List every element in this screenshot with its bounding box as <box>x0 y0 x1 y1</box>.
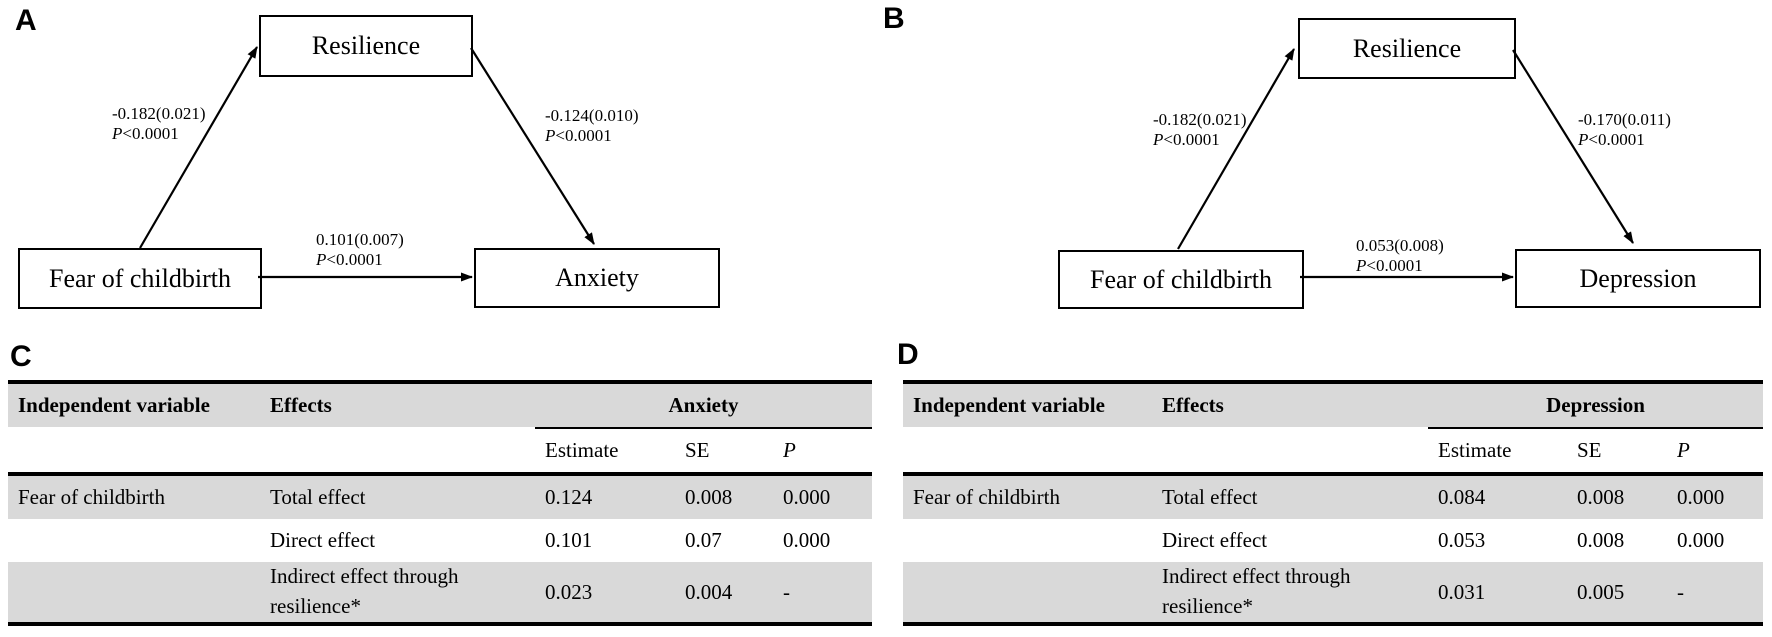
panel-label-c: C <box>10 340 32 373</box>
mediator-label-a: Resilience <box>311 31 421 60</box>
p-text: P<0.0001 <box>1578 130 1645 149</box>
estimate-cell: 0.023 <box>545 579 593 604</box>
p-cell: 0.000 <box>783 485 831 509</box>
iv-cell <box>8 519 270 562</box>
p-cell: 0.000 <box>1677 528 1725 552</box>
path-label-b-predictor-mediator: -0.182(0.021) P<0.0001 <box>1153 110 1246 150</box>
predictor-box-a: Fear of childbirth <box>18 248 262 309</box>
effect-cell: Indirect effect through resilience* <box>1162 564 1351 618</box>
predictor-label-a: Fear of childbirth <box>49 263 231 293</box>
table-row: Indirect effect through resilience* 0.03… <box>903 562 1763 622</box>
p-text: P<0.0001 <box>316 250 383 269</box>
p-cell: 0.000 <box>783 528 831 552</box>
table-row: Fear of childbirth Total effect 0.084 0.… <box>903 476 1763 519</box>
outcome-box-a: Anxiety <box>474 248 720 308</box>
p-text: P<0.0001 <box>1153 130 1220 149</box>
table-c-subheader-row: Estimate SE P <box>8 427 872 472</box>
p-cell: - <box>1677 579 1684 604</box>
empty-cell <box>8 427 270 472</box>
col-header-effects: Effects <box>270 393 332 417</box>
col-header-independent-variable: Independent variable <box>913 393 1105 417</box>
estimate-cell: 0.031 <box>1438 579 1486 604</box>
coef-text: 0.053(0.008) <box>1356 236 1444 255</box>
coef-text: -0.182(0.021) <box>1153 110 1247 129</box>
se-cell: 0.004 <box>685 579 733 604</box>
predictor-box-b: Fear of childbirth <box>1058 250 1304 309</box>
estimate-cell: 0.124 <box>545 485 593 509</box>
table-row: Direct effect 0.101 0.07 0.000 <box>8 519 872 562</box>
col-header-se: SE <box>1577 438 1602 462</box>
estimate-cell: 0.084 <box>1438 485 1486 509</box>
mediator-box-a: Resilience <box>259 15 473 77</box>
p-text: P<0.0001 <box>112 124 179 143</box>
se-cell: 0.008 <box>685 485 733 509</box>
coef-text: -0.124(0.010) <box>545 106 639 125</box>
outcome-box-b: Depression <box>1515 249 1761 308</box>
col-header-p: P <box>1677 438 1690 462</box>
outcome-subcolumns: Estimate SE P <box>1428 427 1763 472</box>
table-row: Fear of childbirth Total effect 0.124 0.… <box>8 476 872 519</box>
iv-cell <box>8 562 270 622</box>
effect-cell: Direct effect <box>1162 528 1268 552</box>
outcome-subcolumns: Estimate SE P <box>535 427 872 472</box>
p-text: P<0.0001 <box>1356 256 1423 275</box>
p-cell: 0.000 <box>1677 485 1725 509</box>
p-text: P<0.0001 <box>545 126 612 145</box>
path-label-b-predictor-outcome: 0.053(0.008) P<0.0001 <box>1356 236 1444 276</box>
estimate-cell: 0.101 <box>545 528 593 552</box>
empty-cell <box>1162 427 1428 472</box>
mediator-label-b: Resilience <box>1352 33 1462 63</box>
se-cell: 0.005 <box>1577 579 1625 604</box>
panel-label-d: D <box>897 338 919 371</box>
table-c-header-row: Independent variable Effects Anxiety <box>8 384 872 427</box>
col-header-se: SE <box>685 438 710 462</box>
se-cell: 0.07 <box>685 528 722 552</box>
iv-cell: Fear of childbirth <box>18 485 165 509</box>
table-d-header-row: Independent variable Effects Depression <box>903 384 1763 427</box>
col-header-p: P <box>783 438 796 462</box>
path-label-a-predictor-mediator: -0.182(0.021) P<0.0001 <box>112 104 205 144</box>
table-row: Direct effect 0.053 0.008 0.000 <box>903 519 1763 562</box>
col-header-estimate: Estimate <box>545 438 619 462</box>
panel-label-b: B <box>883 2 905 35</box>
arrow-a-predictor-mediator <box>139 46 258 249</box>
table-d-subheader-row: Estimate SE P <box>903 427 1763 472</box>
panel-label-a: A <box>15 4 37 37</box>
iv-cell <box>903 519 1162 562</box>
col-header-estimate: Estimate <box>1438 438 1512 462</box>
iv-cell: Fear of childbirth <box>913 485 1060 509</box>
empty-cell <box>270 427 535 472</box>
coef-text: 0.101(0.007) <box>316 230 404 249</box>
p-cell: - <box>783 579 790 604</box>
col-header-outcome: Anxiety <box>668 393 739 417</box>
table-row: Indirect effect through resilience* 0.02… <box>8 562 872 622</box>
col-header-independent-variable: Independent variable <box>18 393 210 417</box>
table-c: Independent variable Effects Anxiety Est… <box>8 380 872 626</box>
predictor-label-b: Fear of childbirth <box>1090 264 1272 294</box>
col-header-effects: Effects <box>1162 393 1224 417</box>
effect-cell: Direct effect <box>270 528 376 552</box>
outcome-label-a: Anxiety <box>555 263 639 292</box>
divider <box>903 472 1763 476</box>
path-label-b-mediator-outcome: -0.170(0.011) P<0.0001 <box>1578 110 1671 150</box>
mediator-box-b: Resilience <box>1298 18 1516 79</box>
divider <box>8 472 872 476</box>
path-label-a-predictor-outcome: 0.101(0.007) P<0.0001 <box>316 230 404 270</box>
effect-cell: Indirect effect through resilience* <box>270 564 459 618</box>
effect-cell: Total effect <box>1162 485 1258 509</box>
iv-cell <box>903 562 1162 622</box>
arrow-a-mediator-outcome <box>470 47 595 245</box>
coef-text: -0.182(0.021) <box>112 104 206 123</box>
effect-cell: Total effect <box>270 485 366 509</box>
table-d: Independent variable Effects Depression … <box>903 380 1763 626</box>
coef-text: -0.170(0.011) <box>1578 110 1671 129</box>
path-label-a-mediator-outcome: -0.124(0.010) P<0.0001 <box>545 106 638 146</box>
outcome-label-b: Depression <box>1579 263 1697 293</box>
estimate-cell: 0.053 <box>1438 528 1486 552</box>
se-cell: 0.008 <box>1577 528 1625 552</box>
col-header-outcome: Depression <box>1546 393 1645 417</box>
se-cell: 0.008 <box>1577 485 1625 509</box>
empty-cell <box>903 427 1162 472</box>
